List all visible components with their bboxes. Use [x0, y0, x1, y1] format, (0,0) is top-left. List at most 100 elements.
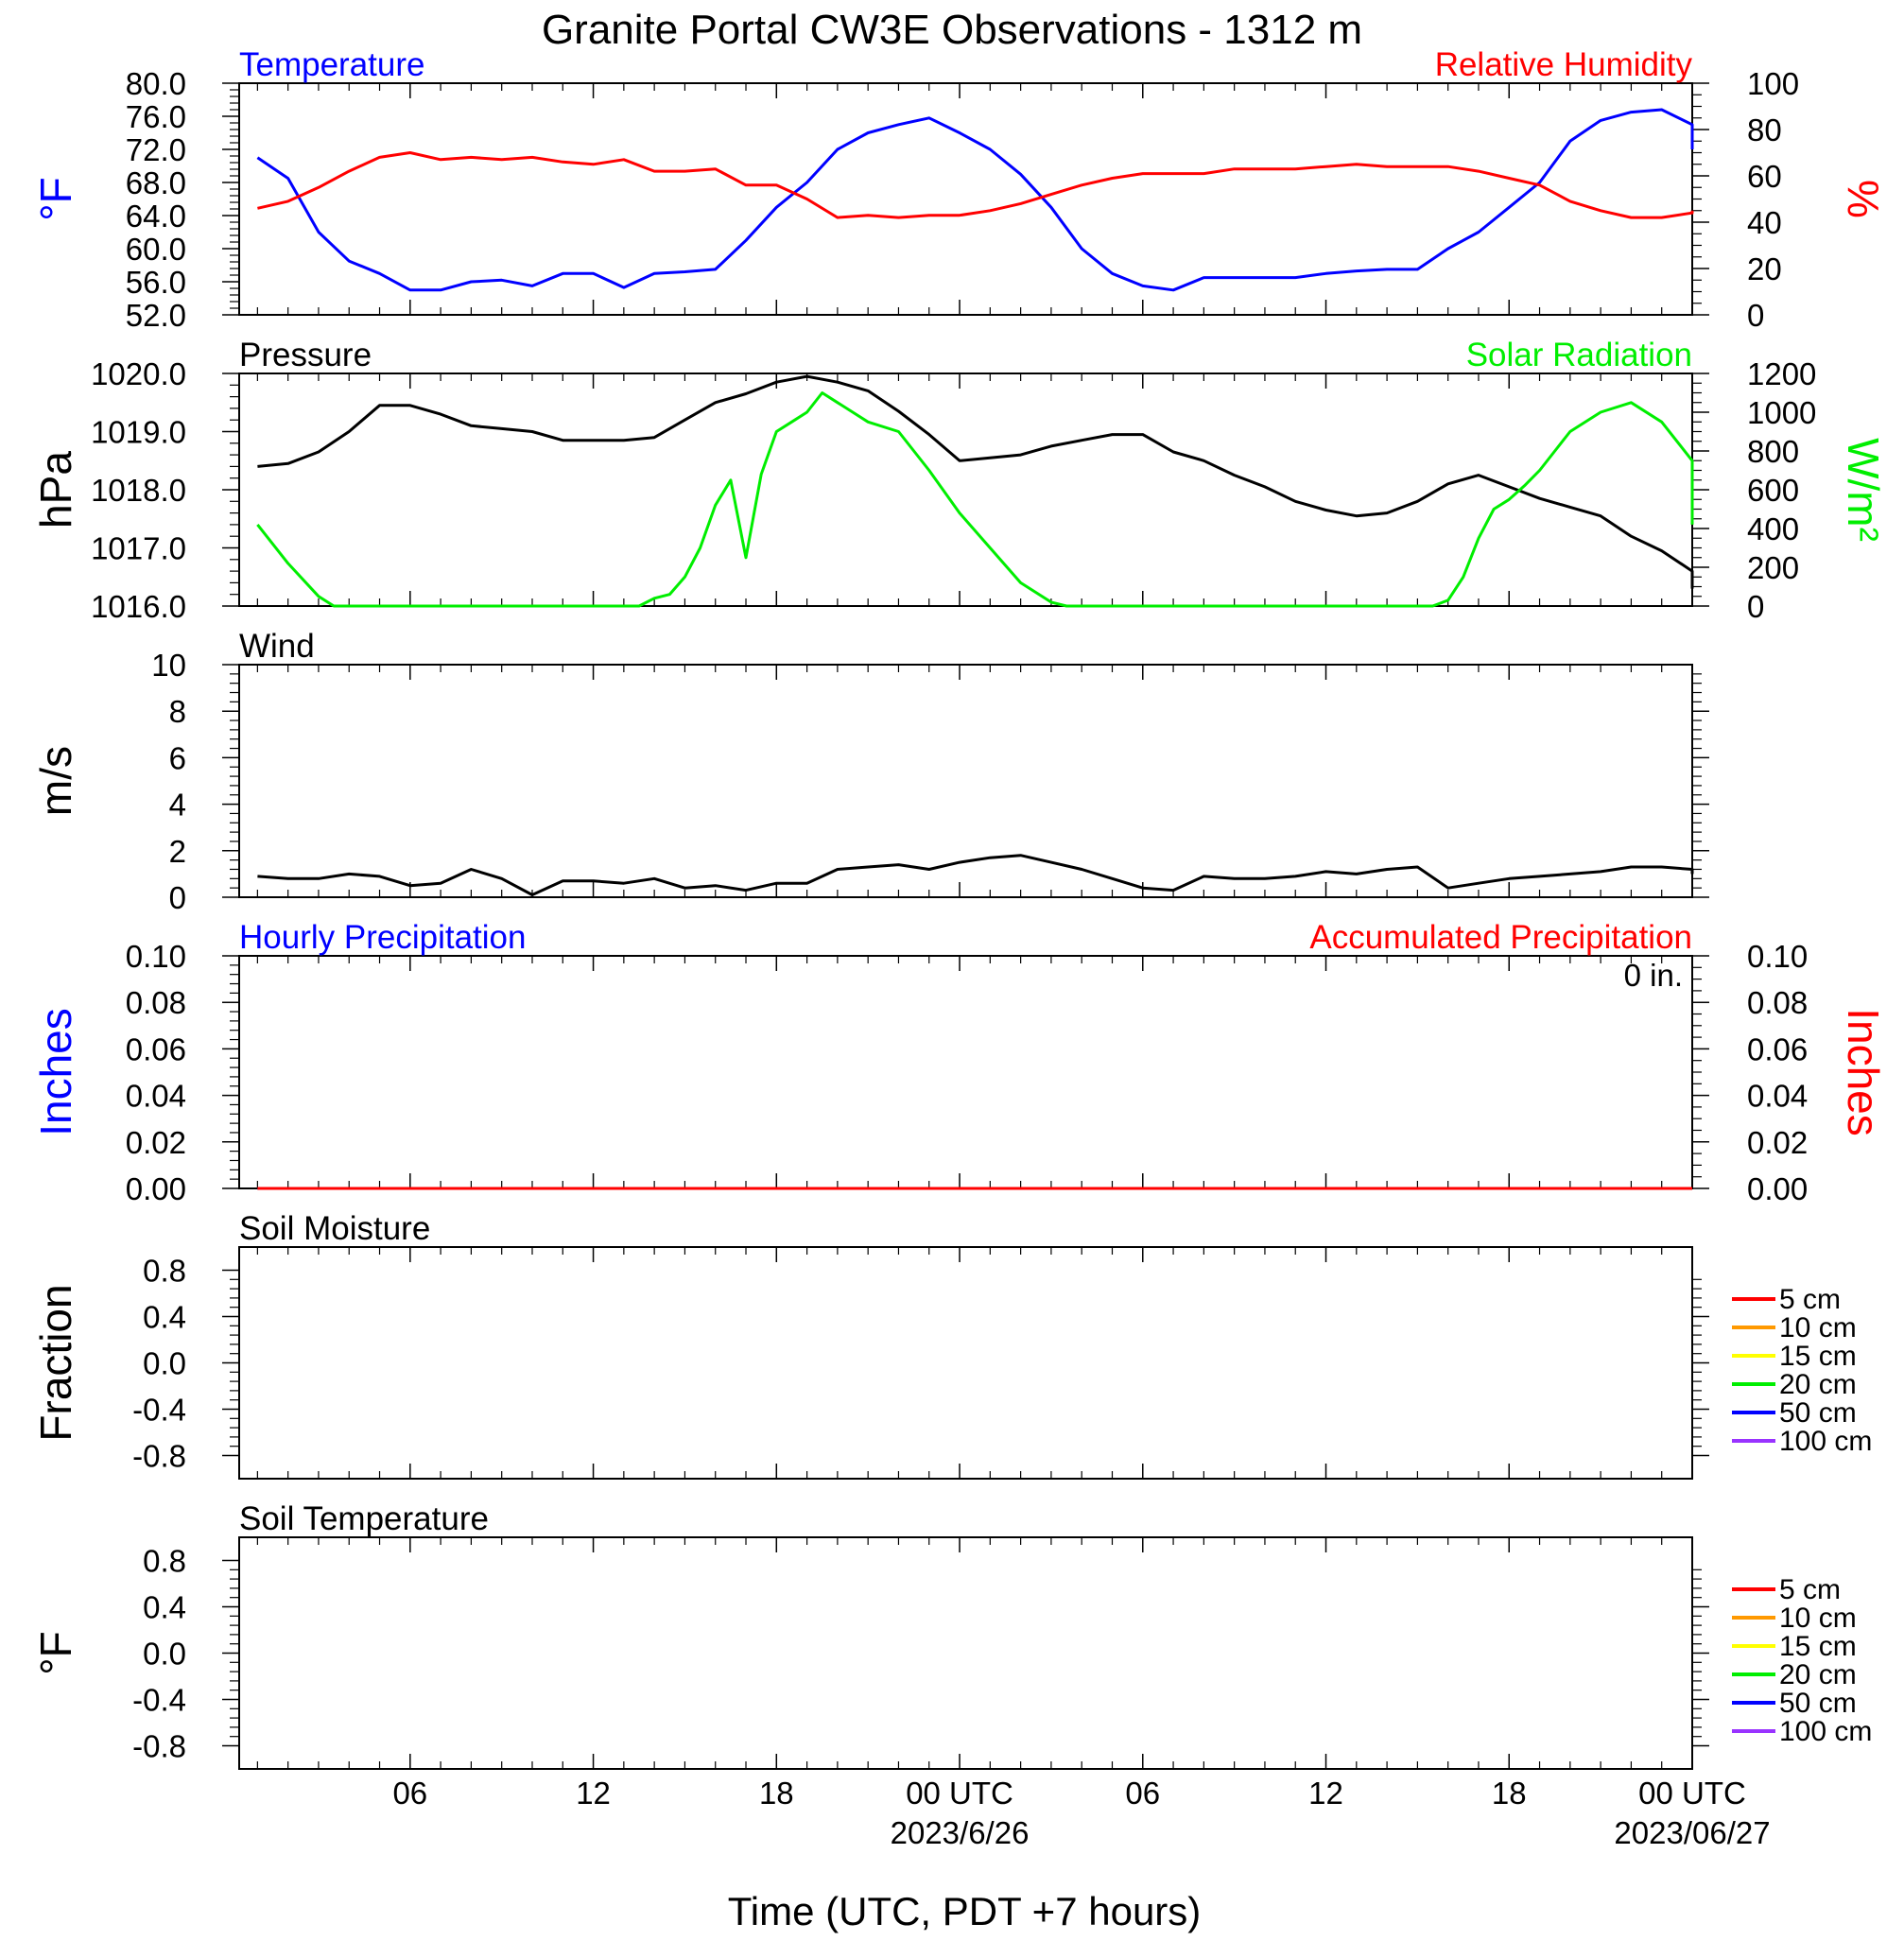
accumulated-annotation: 0 in.: [1624, 958, 1683, 993]
series-line-solar-radiation: [256, 391, 1694, 608]
panel-frame: [238, 1246, 1693, 1480]
legend-label: 5 cm: [1779, 1574, 1841, 1605]
panel-title-left: Pressure: [239, 337, 372, 373]
legend-label: 10 cm: [1779, 1312, 1857, 1343]
y-left-tick-label: 60.0: [126, 232, 186, 267]
y-left-label: m/s: [31, 746, 80, 816]
legend-label: 15 cm: [1779, 1631, 1857, 1662]
x-tick-label: 00 UTC: [906, 1776, 1013, 1811]
panel-frame: [238, 373, 1693, 607]
y-left-tick-label: -0.8: [132, 1439, 186, 1474]
y-left-tick-label: 76.0: [126, 99, 186, 134]
y-left-tick-label: 4: [169, 788, 186, 823]
y-left-tick-label: 6: [169, 740, 186, 775]
y-left-tick-label: 0.04: [126, 1079, 186, 1114]
y-right-tick-label: 0.00: [1747, 1171, 1808, 1206]
y-left-tick-label: 0.02: [126, 1125, 186, 1160]
y-right-tick-label: 400: [1747, 511, 1799, 546]
panel-1: 80.076.072.068.064.060.056.052.0 100 80 60 4…: [31, 46, 1888, 333]
series-line-wind: [257, 854, 1694, 896]
y-left-tick-label: 8: [169, 694, 186, 729]
y-right-label: %: [1839, 180, 1888, 218]
y-left-tick-label: 0.00: [126, 1171, 186, 1206]
y-left-tick-label: 0.4: [143, 1590, 186, 1625]
x-axis: 06 12 18 00 UTC 2023/6/26 06 12 18 00 UTC 2023/06…: [392, 1776, 1770, 1850]
panel-title-left: Wind: [239, 628, 315, 665]
panel-3: 10 8 6 4 2 0 Wind m/s: [31, 628, 1709, 915]
y-left-label: Fraction: [31, 1284, 80, 1441]
panel-5: 0.8 0.4 0.0 -0.4 -0.8 Soil Moisture Fraction 5 …: [31, 1210, 1872, 1480]
y-left-tick-label: 1018.0: [91, 473, 186, 508]
panel-frame: [238, 1536, 1693, 1770]
panel-title-left: Soil Temperature: [239, 1500, 489, 1537]
panel-title-left: Hourly Precipitation: [239, 919, 526, 956]
legend-label: 20 cm: [1779, 1369, 1857, 1400]
y-left-tick-label: 0.10: [126, 939, 186, 974]
y-right-tick-label: 0.08: [1747, 985, 1808, 1020]
y-left-tick-label: 0: [169, 880, 186, 915]
y-left-tick-label: 1016.0: [91, 589, 186, 624]
y-left-label: °F: [31, 177, 80, 221]
y-left-tick-label: 80.0: [126, 66, 186, 101]
y-left-tick-label: 0.06: [126, 1031, 186, 1066]
panel-title-right: Solar Radiation: [1466, 337, 1692, 373]
y-right-tick-label: 600: [1747, 473, 1799, 508]
x-tick-label: 06: [392, 1776, 427, 1811]
y-right-tick-label: 80: [1747, 113, 1782, 147]
x-tick-label: 12: [576, 1776, 611, 1811]
panel-title-right: Relative Humidity: [1435, 46, 1693, 83]
y-right-tick-label: 0.10: [1747, 939, 1808, 974]
legend-label: 15 cm: [1779, 1341, 1857, 1372]
y-left-tick-label: 64.0: [126, 199, 186, 234]
panel-frame: [238, 82, 1693, 316]
series-line-relative-humidity: [257, 151, 1694, 219]
legend-label: 50 cm: [1779, 1397, 1857, 1429]
chart-title: Granite Portal CW3E Observations - 1312 …: [542, 7, 1362, 53]
y-left-tick-label: 10: [151, 648, 186, 683]
series-line-pressure: [257, 374, 1694, 589]
y-left-tick-label: 2: [169, 834, 186, 869]
y-right-tick-label: 20: [1747, 251, 1782, 286]
y-right-tick-label: 0.06: [1747, 1031, 1808, 1066]
panel-4: 0.10 0.08 0.06 0.04 0.02 0.00 0.10 0.08 0.06 0.04…: [31, 919, 1888, 1206]
y-left-tick-label: 0.4: [143, 1300, 186, 1335]
y-right-tick-label: 0.04: [1747, 1079, 1808, 1114]
y-left-tick-label: 52.0: [126, 298, 186, 333]
x-axis-label: Time (UTC, PDT +7 hours): [728, 1889, 1202, 1933]
y-right-tick-label: 0: [1747, 298, 1764, 333]
y-left-tick-label: 0.08: [126, 985, 186, 1020]
y-left-tick-label: 1017.0: [91, 531, 186, 566]
y-left-tick-label: 0.0: [143, 1637, 186, 1672]
y-right-tick-label: 1000: [1747, 395, 1816, 430]
y-right-label: Inches: [1839, 1008, 1888, 1136]
x-tick-label: 18: [1492, 1776, 1527, 1811]
x-tick-date-label: 2023/06/27: [1614, 1815, 1770, 1850]
y-right-tick-label: 800: [1747, 434, 1799, 469]
legend-label: 5 cm: [1779, 1284, 1841, 1315]
y-left-label: hPa: [31, 451, 80, 529]
y-right-tick-label: 100: [1747, 66, 1799, 101]
y-left-tick-label: 1019.0: [91, 415, 186, 450]
y-left-tick-label: 0.0: [143, 1346, 186, 1381]
panel-title-left: Temperature: [239, 46, 424, 83]
y-left-tick-label: -0.4: [132, 1393, 186, 1428]
y-left-tick-label: 56.0: [126, 265, 186, 300]
panel-2: 1020.0 1019.0 1018.0 1017.0 1016.0 1200 1000 80…: [31, 337, 1888, 624]
legend-label: 10 cm: [1779, 1603, 1857, 1634]
y-left-tick-label: -0.4: [132, 1683, 186, 1718]
y-right-tick-label: 0.02: [1747, 1125, 1808, 1160]
panel-frame: [238, 955, 1693, 1189]
series-line-temperature: [256, 108, 1694, 292]
x-tick-date-label: 2023/6/26: [891, 1815, 1030, 1850]
y-left-tick-label: 0.8: [143, 1254, 186, 1289]
legend-label: 50 cm: [1779, 1688, 1857, 1719]
y-right-tick-label: 200: [1747, 550, 1799, 585]
y-right-tick-label: 60: [1747, 159, 1782, 194]
x-tick-label: 18: [759, 1776, 794, 1811]
y-left-tick-label: -0.8: [132, 1729, 186, 1764]
y-right-tick-label: 40: [1747, 205, 1782, 240]
y-left-label: Inches: [31, 1008, 80, 1136]
panels: 80.076.072.068.064.060.056.052.010080604…: [31, 46, 1888, 1770]
